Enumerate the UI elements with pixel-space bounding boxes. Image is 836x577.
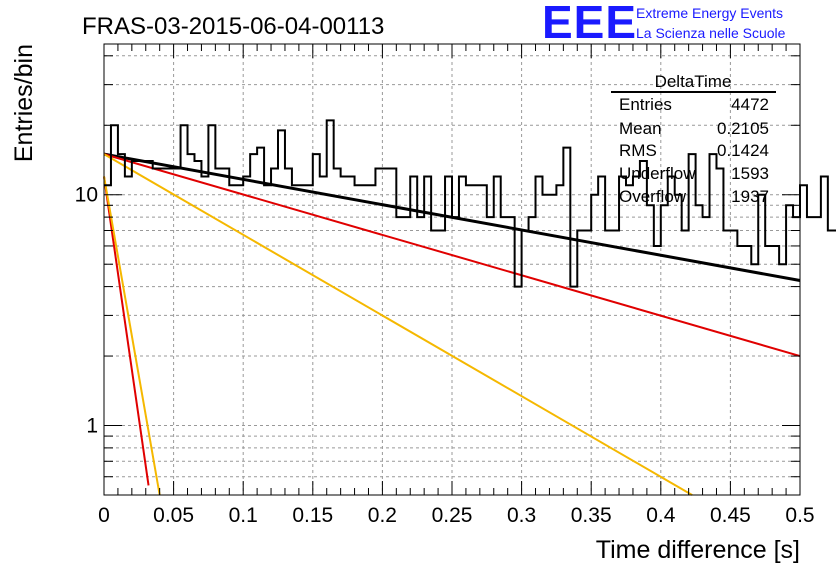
chart-title: FRAS-03-2015-06-04-00113 — [82, 13, 384, 40]
x-tick-label: 0 — [98, 504, 110, 527]
stats-box: DeltaTime Entries 4472 Mean 0.2105 RMS 0… — [611, 72, 776, 206]
stats-title: DeltaTime — [655, 72, 732, 91]
x-tick-label: 0.3 — [507, 504, 536, 527]
fit-red-slow-curve — [103, 153, 801, 358]
logo-line2: La Scienza nelle Scuole — [636, 25, 786, 41]
stats-label-entries: Entries — [619, 95, 672, 114]
stats-value-mean: 0.2105 — [717, 119, 769, 138]
y-tick-label: 10 — [75, 184, 98, 207]
x-tick-label: 0.4 — [646, 504, 676, 527]
stats-label-overflow: Overflow — [619, 187, 687, 206]
x-tick-label: 0.25 — [432, 504, 473, 527]
fit-yellow-slow-curve — [103, 153, 693, 496]
stats-label-underflow: Underflow — [619, 164, 696, 183]
stats-label-mean: Mean — [619, 119, 662, 138]
stats-label-rms: RMS — [619, 141, 657, 160]
x-tick-label: 0.1 — [229, 504, 258, 527]
x-tick-label: 0.05 — [153, 504, 194, 527]
y-tick-label: 1 — [86, 415, 98, 438]
stats-value-underflow: 1593 — [731, 164, 769, 183]
axes: 0 0.05 0.1 0.15 0.2 0.25 0.3 0.35 0.4 0.45 0.5 1 10 — [75, 44, 815, 527]
logo-line1: Extreme Energy Events — [636, 5, 783, 21]
x-tick-label: 0.15 — [292, 504, 333, 527]
x-tick-label: 0.35 — [571, 504, 612, 527]
x-tick-label: 0.5 — [785, 504, 814, 527]
logo-mark: EEE — [542, 0, 637, 48]
histogram — [104, 119, 836, 288]
x-axis-label: Time difference [s] — [596, 536, 800, 564]
fit-yellow-fast-curve — [103, 176, 161, 496]
stats-value-entries: 4472 — [731, 95, 769, 114]
grid — [104, 44, 800, 496]
fit-red-fast-curve — [103, 176, 150, 486]
stats-value-rms: 0.1424 — [717, 141, 769, 160]
y-axis-label: Entries/bin — [10, 44, 38, 162]
x-tick-label: 0.2 — [368, 504, 397, 527]
histogram-line — [104, 119, 836, 288]
stats-value-overflow: 1937 — [731, 187, 769, 206]
x-tick-label: 0.45 — [710, 504, 751, 527]
